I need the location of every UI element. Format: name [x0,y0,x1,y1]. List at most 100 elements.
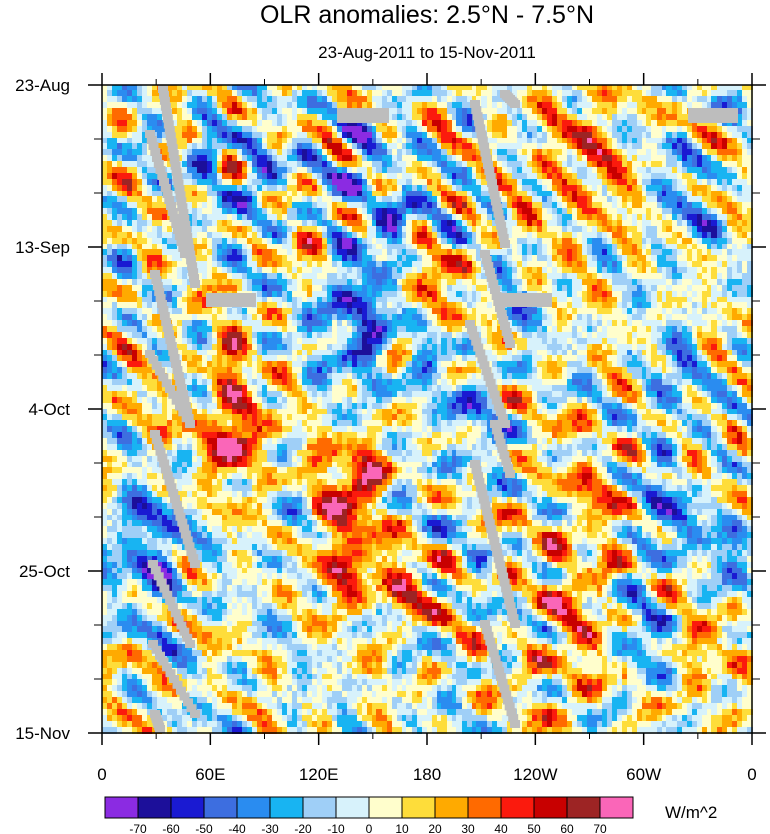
field-cell [406,167,413,175]
field-cell [406,255,413,263]
field-cell [332,114,338,122]
field-cell [177,267,183,275]
field-cell [597,85,603,92]
field-cell [602,208,608,216]
field-cell [677,96,683,104]
field-cell [342,208,348,216]
field-cell [522,173,528,181]
field-cell [622,173,628,181]
field-cell [476,214,483,222]
field-cell [337,173,343,181]
field-cell [427,191,433,198]
field-cell [397,285,403,293]
field-cell [447,85,453,92]
field-cell [127,85,133,92]
field-cell [132,108,138,116]
field-cell [557,238,563,246]
field-cell [597,114,603,122]
field-cell [222,126,228,134]
field-cell [232,249,238,257]
field-cell [512,138,518,145]
field-cell [327,238,333,246]
field-cell [412,220,418,228]
field-cell [467,279,473,287]
field-cell [167,167,173,175]
field-cell [532,161,538,169]
field-cell [547,214,553,222]
field-cell [651,285,658,293]
field-cell [492,261,499,269]
field-cell [122,173,128,181]
field-cell [307,214,313,222]
field-cell [467,108,473,116]
field-cell [567,155,573,163]
field-cell [441,126,448,134]
field-cell [441,191,448,198]
field-cell [572,173,578,181]
field-cell [467,238,473,246]
field-cell [362,261,368,269]
field-cell [702,273,708,281]
field-cell [672,149,678,157]
field-cell [192,138,198,145]
field-cell [412,143,418,151]
field-cell [217,85,223,92]
field-cell [651,132,658,140]
field-cell [512,261,518,269]
field-cell [452,108,458,116]
field-cell [662,155,668,163]
field-cell [187,179,193,187]
field-cell [587,179,593,187]
field-cell [197,297,203,304]
field-cell [522,149,528,157]
field-cell [517,132,523,140]
field-cell [237,214,243,222]
field-cell [247,285,253,293]
field-cell [272,302,278,310]
field-cell [406,302,413,310]
field-cell [142,285,148,293]
field-cell [456,114,463,122]
field-cell [177,302,183,310]
field-cell [632,267,638,275]
field-cell [192,102,198,110]
field-cell [347,143,353,151]
field-cell [642,155,648,163]
field-cell [717,249,723,257]
field-cell [122,108,128,116]
field-cell [666,120,673,128]
field-cell [262,185,268,193]
field-cell [552,167,558,175]
field-cell [747,185,753,193]
field-cell [177,90,183,98]
field-cell [212,114,218,122]
field-cell [527,279,533,287]
field-cell [512,155,518,163]
field-cell [437,126,443,134]
field-cell [662,85,668,92]
field-cell [406,249,413,257]
field-cell [277,114,283,122]
field-cell [522,167,528,175]
field-cell [292,173,298,181]
field-cell [107,302,113,310]
field-cell [337,167,343,175]
field-cell [212,120,218,128]
field-cell [612,143,618,151]
field-cell [527,120,533,128]
field-cell [177,285,183,293]
field-cell [737,232,743,240]
field-cell [657,302,663,310]
field-cell [522,120,528,128]
field-cell [472,273,478,281]
field-cell [481,302,488,310]
field-cell [587,261,593,269]
field-cell [232,167,238,175]
field-cell [127,232,133,240]
field-cell [642,108,648,116]
field-cell [646,202,653,210]
field-cell [237,185,243,193]
field-cell [217,255,223,263]
field-cell [207,267,213,275]
field-cell [456,244,463,251]
